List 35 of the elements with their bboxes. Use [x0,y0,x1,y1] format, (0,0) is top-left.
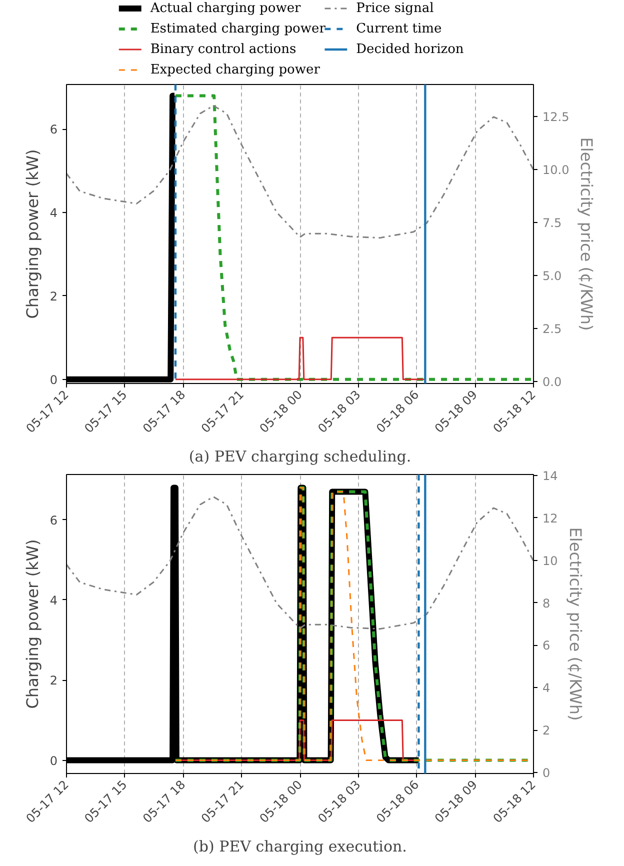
y2-tick-label: 5.0 [542,268,562,283]
y-tick-label: 4 [50,206,58,220]
legend-label: Actual charging power [149,1,302,16]
y-tick-label: 0 [50,372,58,387]
legend-label: Estimated charging power [150,22,326,36]
y2-tick-label: 6 [542,638,550,653]
legend-label: Binary control actions [150,42,296,57]
y2-tick-label: 8 [542,596,550,610]
y2-tick-label: 7.5 [542,216,562,230]
y2-tick-label: 10 [542,554,558,568]
legend-label: Price signal [356,1,434,16]
y-tick-label: 6 [50,122,58,137]
y-axis-title: Charging power (kW) [22,539,42,709]
legend-label: Current time [356,22,442,36]
y2-tick-label: 10.0 [542,162,570,177]
y2-tick-label: 2.5 [542,322,562,336]
legend-label: Decided horizon [356,42,464,57]
legend-label: Expected charging power [150,62,321,78]
y2-tick-label: 12 [542,511,558,526]
y2-tick-label: 2 [542,724,550,738]
y2-tick-label: 4 [542,681,550,696]
y-tick-label: 2 [50,289,58,304]
y-tick-label: 2 [50,674,58,688]
y2-axis-title: Electricity price (¢/KWh) [566,527,585,721]
x-axis-title: (a) PEV charging scheduling. [188,448,412,466]
y2-axis-title: Electricity price (¢/KWh) [577,137,596,331]
y2-tick-label: 12.5 [542,110,570,124]
y-tick-label: 4 [50,593,58,608]
y2-tick-label: 14 [542,469,558,484]
y-tick-label: 6 [50,513,58,528]
x-axis-title: (b) PEV charging execution. [193,838,407,856]
y-tick-label: 0 [50,754,58,768]
y-axis-title: Charging power (kW) [22,149,42,319]
y2-tick-label: 0.0 [542,374,562,389]
y2-tick-label: 0 [542,766,550,780]
